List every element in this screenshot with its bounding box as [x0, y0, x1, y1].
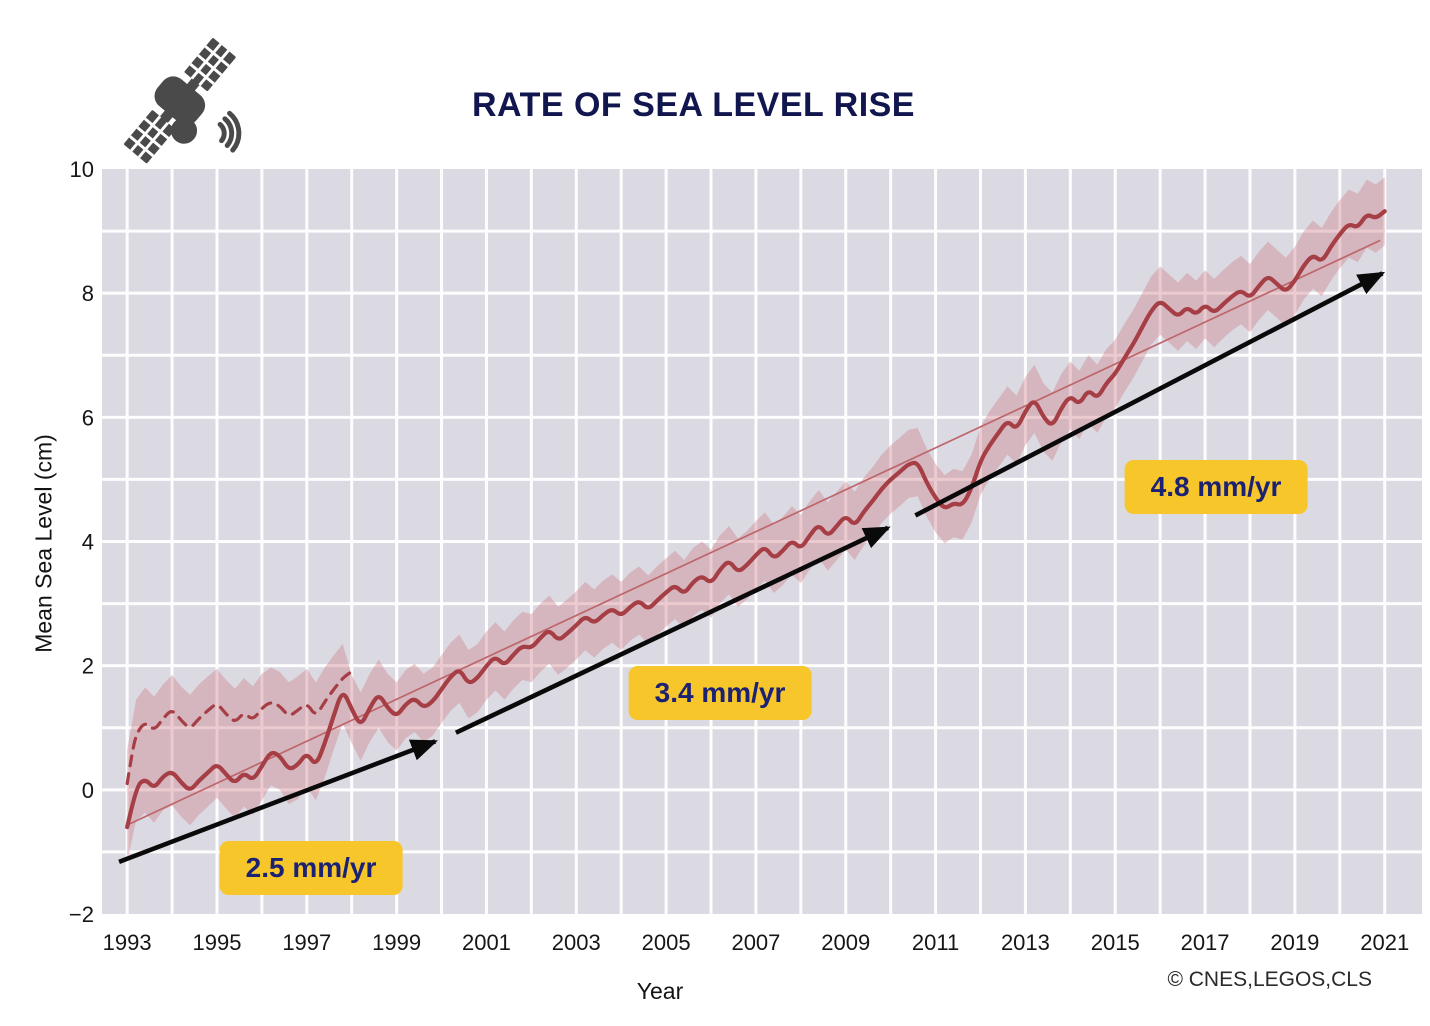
y-tick-label: 8	[82, 281, 94, 306]
x-tick-label: 2001	[462, 930, 511, 955]
y-tick-label: −2	[69, 902, 94, 927]
x-tick-label: 2013	[1001, 930, 1050, 955]
page-title: RATE OF SEA LEVEL RISE	[472, 86, 915, 124]
x-tick-label: 2015	[1091, 930, 1140, 955]
rate-arrow-1	[118, 739, 439, 864]
x-tick-label: 1999	[372, 930, 421, 955]
trend-line	[129, 239, 1381, 825]
x-tick-label: 2007	[731, 930, 780, 955]
dashed-series-line	[125, 671, 352, 786]
x-tick-label: 2005	[642, 930, 691, 955]
x-tick-label: 1995	[193, 930, 242, 955]
rate-label-2: 3.4 mm/yr	[628, 666, 812, 720]
y-tick-label: 4	[82, 530, 94, 555]
y-tick-label: 2	[82, 654, 94, 679]
y-tick-label: 10	[70, 157, 94, 182]
y-tick-label: 6	[82, 405, 94, 430]
x-tick-label: 1997	[282, 930, 331, 955]
axis-ticks: −2 0 2 4 6 8 10 1993 1995 1997 1999 2001 2003 2005 200…	[69, 157, 1409, 955]
rate-arrow-2	[454, 525, 891, 735]
signal-waves-icon	[217, 110, 242, 153]
x-tick-label: 2021	[1360, 930, 1409, 955]
satellite-icon	[124, 38, 242, 164]
x-tick-label: 2019	[1270, 930, 1319, 955]
main-series-line	[125, 209, 1387, 830]
rate-label-3: 4.8 mm/yr	[1124, 460, 1308, 514]
x-tick-label: 2017	[1181, 930, 1230, 955]
y-tick-label: 0	[82, 778, 94, 803]
rate-label-1: 2.5 mm/yr	[219, 841, 403, 895]
x-tick-label: 2009	[821, 930, 870, 955]
y-axis-label: Mean Sea Level (cm)	[30, 434, 57, 653]
copyright-credit: © CNES,LEGOS,CLS	[1167, 968, 1372, 991]
x-tick-label: 1993	[103, 930, 152, 955]
x-axis-label: Year	[636, 978, 684, 1004]
x-tick-label: 2003	[552, 930, 601, 955]
x-tick-label: 2011	[912, 930, 959, 955]
rate-arrow-3	[914, 271, 1386, 518]
